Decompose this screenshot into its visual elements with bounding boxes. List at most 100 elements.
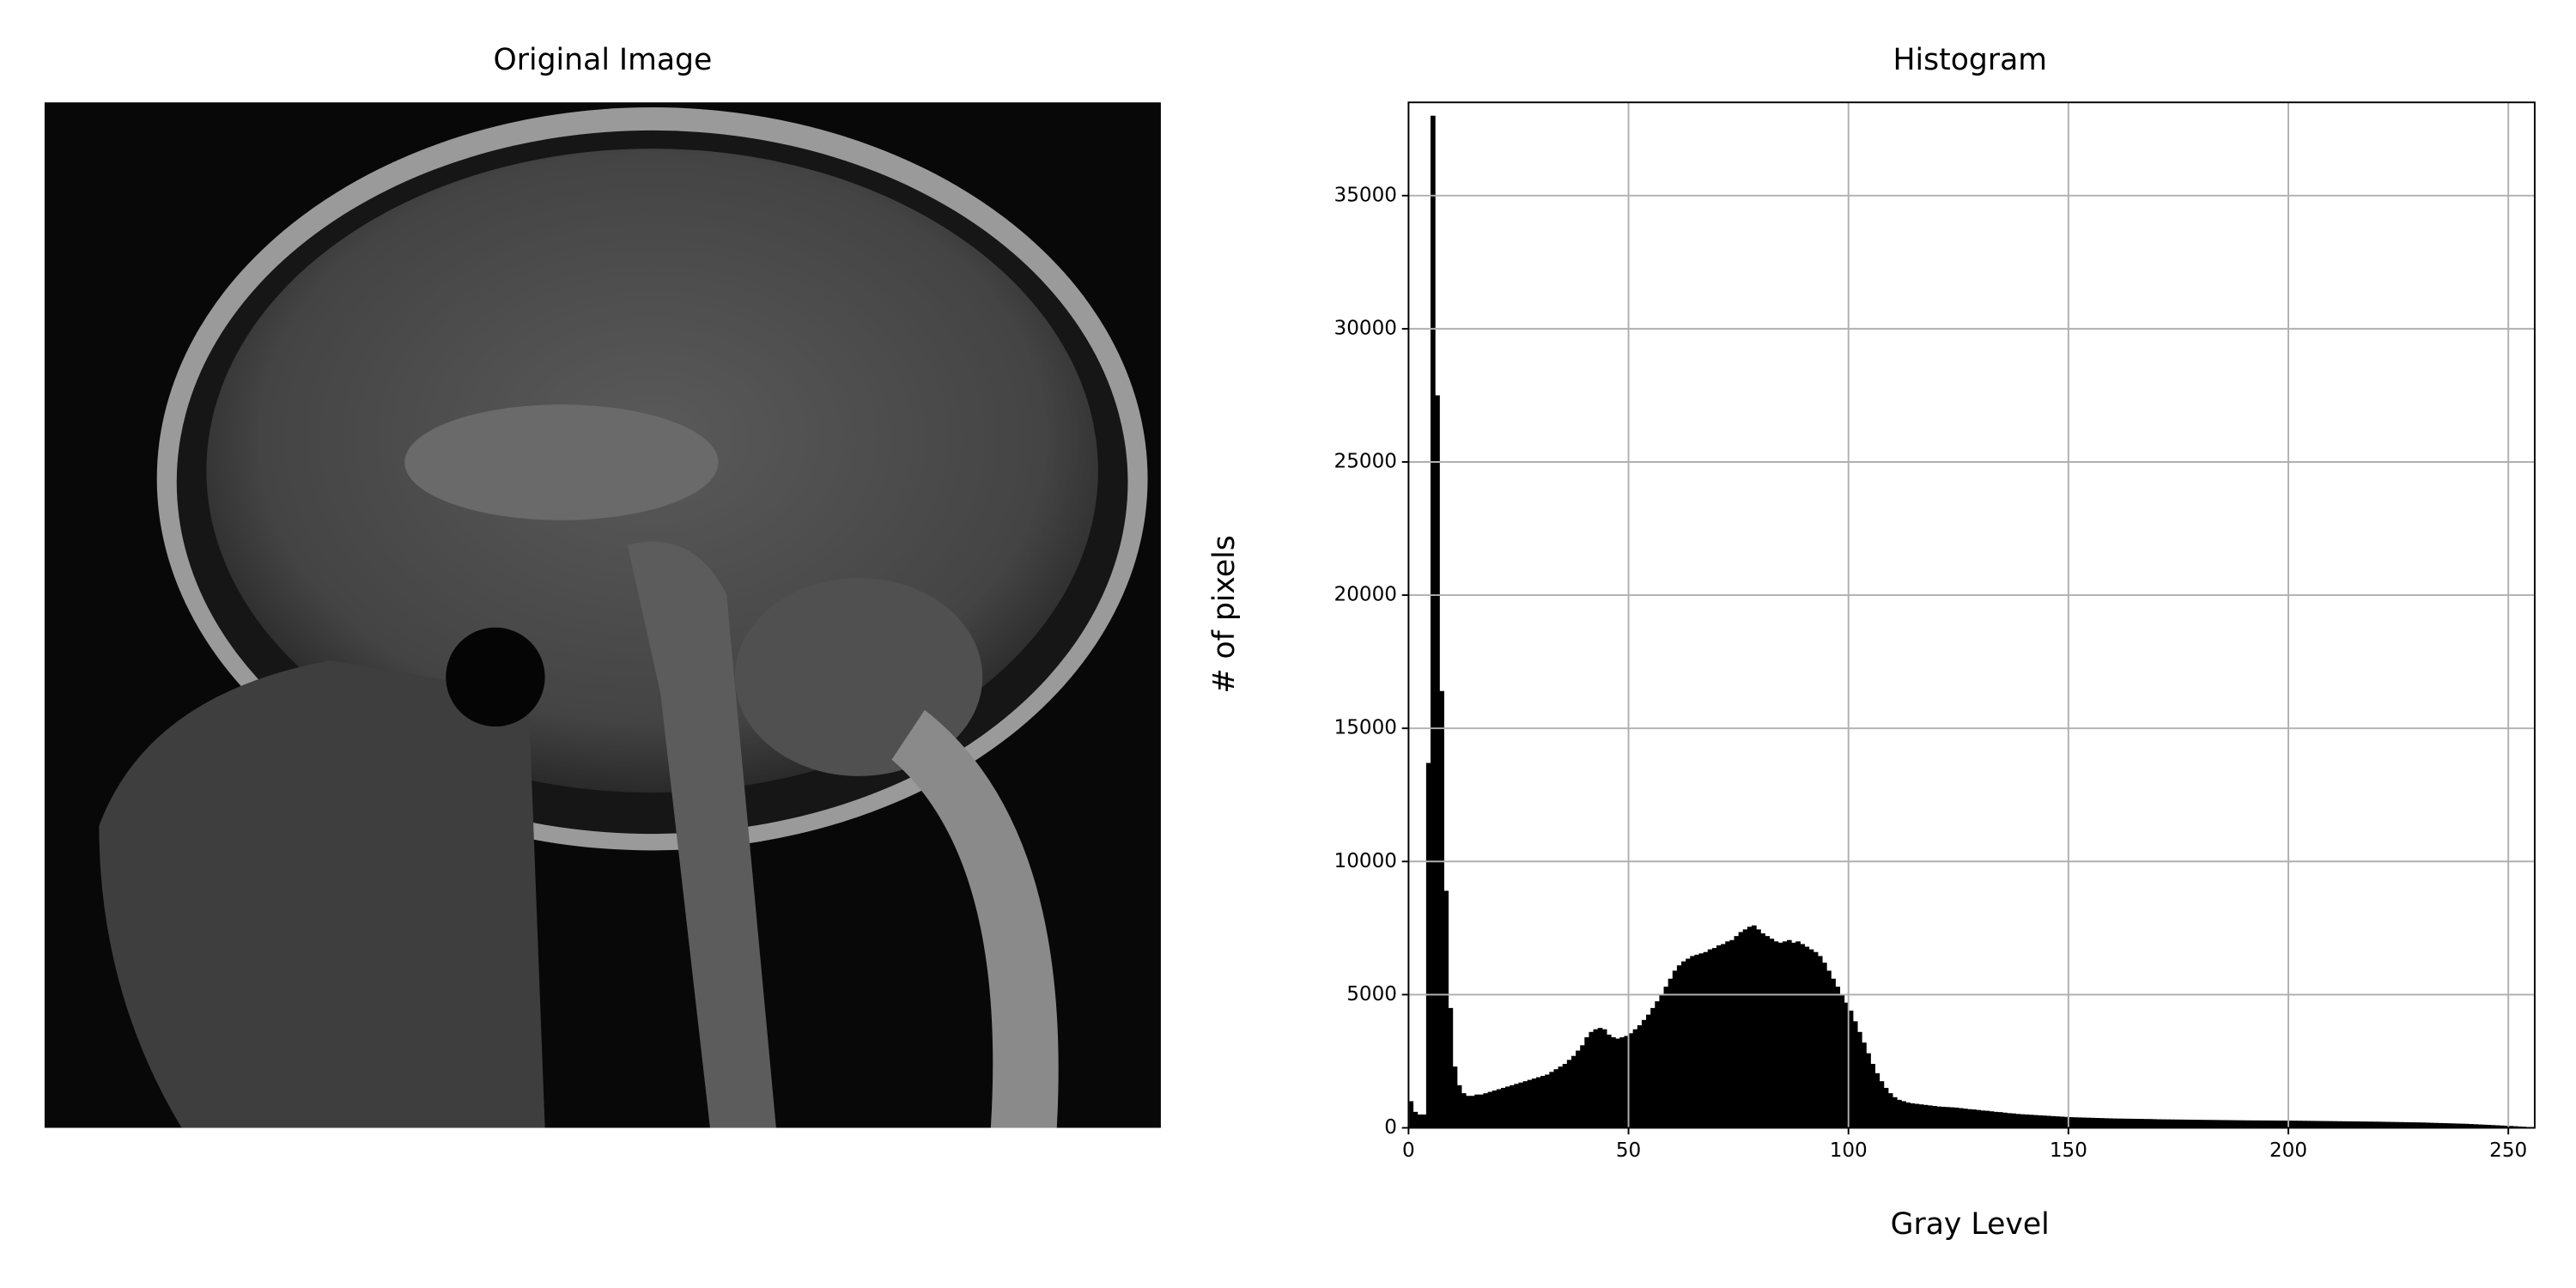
bar [1514, 1084, 1520, 1128]
bar [2208, 1120, 2215, 1128]
x-tick-label: 0 [1402, 1139, 1415, 1162]
bar [1773, 941, 1779, 1128]
bar [1760, 933, 1765, 1128]
bar [2411, 1122, 2417, 1128]
bar [1439, 690, 1444, 1128]
bar [1545, 1074, 1550, 1128]
bar [1641, 1019, 1647, 1128]
bar [1905, 1102, 1911, 1128]
bar [1941, 1106, 1946, 1128]
bar [2011, 1113, 2016, 1128]
bar [1721, 944, 1726, 1128]
bar [1791, 942, 1796, 1128]
y-tick-label: 15000 [1334, 717, 1397, 739]
bar [2389, 1121, 2395, 1128]
bar [2112, 1118, 2117, 1128]
bar [2345, 1121, 2351, 1128]
bar [1765, 936, 1771, 1128]
bar [2222, 1120, 2227, 1128]
bar [2173, 1119, 2179, 1128]
bar [2442, 1123, 2448, 1128]
bar [1566, 1060, 1572, 1128]
bar [2244, 1120, 2250, 1128]
bar [2191, 1120, 2197, 1128]
bar [2376, 1121, 2382, 1128]
bar [2424, 1122, 2430, 1128]
bar [1984, 1110, 1990, 1128]
bar [2015, 1114, 2021, 1128]
bar [1892, 1097, 1898, 1128]
bar [1681, 961, 1686, 1128]
bar [2204, 1120, 2210, 1128]
bar [2494, 1125, 2500, 1128]
bar [1967, 1109, 1972, 1128]
bar [2428, 1122, 2434, 1128]
bar [2266, 1120, 2272, 1128]
bar [2508, 1126, 2513, 1128]
bar [2288, 1121, 2293, 1128]
bar [1734, 936, 1740, 1128]
bar [1910, 1103, 1916, 1128]
bar [1821, 963, 1827, 1128]
bar [2077, 1117, 2082, 1128]
bar [1676, 965, 1682, 1128]
bar [2028, 1115, 2034, 1128]
bar [1562, 1064, 1568, 1128]
bar [1711, 948, 1717, 1128]
bar [1742, 929, 1748, 1128]
bar [1874, 1072, 1880, 1128]
bar [1527, 1079, 1533, 1128]
bar [2107, 1118, 2113, 1128]
bar [1597, 1028, 1603, 1128]
bar [1751, 925, 1757, 1128]
bar [1470, 1096, 1475, 1128]
bar [2363, 1121, 2368, 1128]
bar [1461, 1093, 1467, 1128]
bar [2227, 1120, 2232, 1128]
bar [1549, 1072, 1555, 1128]
bar [1839, 994, 1845, 1128]
bar [2072, 1117, 2078, 1128]
bar [1993, 1111, 1999, 1128]
bar [2020, 1114, 2026, 1128]
bar [1479, 1094, 1485, 1128]
bar [1632, 1029, 1638, 1128]
bar [2358, 1121, 2364, 1128]
bar [2393, 1121, 2399, 1128]
bar [2433, 1122, 2439, 1128]
bar [2165, 1119, 2171, 1128]
y-tick-label: 20000 [1334, 584, 1397, 606]
bar [1826, 970, 1832, 1128]
bar [1879, 1081, 1885, 1128]
bar [2482, 1124, 2488, 1128]
bar [2420, 1122, 2426, 1128]
bar [2231, 1120, 2237, 1128]
y-tick-label: 30000 [1334, 317, 1397, 339]
bar [1483, 1093, 1489, 1128]
x-tick-label: 250 [2489, 1139, 2527, 1162]
bar [1668, 978, 1674, 1128]
bar [1589, 1031, 1595, 1128]
bar [1448, 1007, 1454, 1128]
bar [2248, 1120, 2254, 1128]
y-axis-label: # of pixels [1207, 535, 1242, 693]
bar [1800, 944, 1806, 1128]
bar [1703, 951, 1709, 1128]
bar [1694, 954, 1700, 1128]
mri-image [44, 102, 1161, 1128]
bar [2094, 1117, 2100, 1128]
bar [2451, 1123, 2457, 1128]
bar [1817, 956, 1823, 1128]
bar [1786, 939, 1792, 1128]
bar [2002, 1112, 2008, 1128]
bar [1558, 1066, 1564, 1128]
bar [1887, 1093, 1893, 1128]
bar [1795, 941, 1801, 1128]
bar [1852, 1021, 1858, 1128]
bar [2279, 1121, 2285, 1128]
bar [1936, 1106, 1941, 1128]
bar [2156, 1119, 2162, 1128]
bar [2032, 1115, 2038, 1128]
